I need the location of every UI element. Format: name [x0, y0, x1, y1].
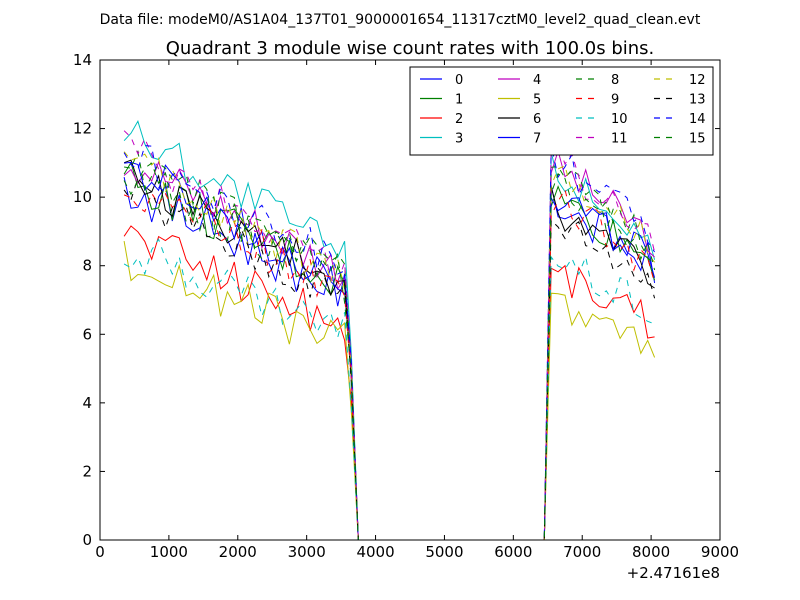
legend-label-0: 0: [455, 73, 463, 88]
legend-label-3: 3: [455, 132, 463, 147]
series-line-7: [124, 161, 656, 540]
legend-label-13: 13: [689, 93, 706, 108]
legend-label-12: 12: [689, 73, 706, 88]
legend-label-7: 7: [533, 132, 541, 147]
series-line-8: [124, 149, 655, 540]
y-tick-label: 4: [82, 394, 92, 412]
chart-title: Quadrant 3 module wise count rates with …: [166, 38, 655, 59]
series-line-10: [123, 238, 655, 540]
series-line-0: [123, 176, 656, 540]
legend-label-8: 8: [611, 73, 619, 88]
series-line-5: [123, 241, 656, 540]
legend-label-5: 5: [533, 93, 541, 108]
x-tick-label: 3000: [288, 543, 326, 561]
legend-label-10: 10: [611, 112, 628, 127]
series-line-15: [123, 162, 656, 540]
series-line-1: [123, 161, 656, 540]
series-line-13: [123, 177, 656, 540]
x-tick-label: 0: [95, 543, 105, 561]
y-tick-label: 10: [73, 188, 92, 206]
series-line-11: [123, 130, 656, 540]
series-layer: [123, 120, 656, 540]
x-tick-label: 5000: [425, 543, 463, 561]
series-line-4: [123, 149, 655, 540]
x-tick-label: 4000: [356, 543, 394, 561]
x-tick-label: 6000: [494, 543, 532, 561]
axes-ticks: 0 1000 2000 3000 4000 5000 6000 7000 8000 9000 0 2 4…: [73, 51, 739, 561]
series-line-14: [123, 145, 656, 540]
x-tick-label: 7000: [563, 543, 601, 561]
series-line-6: [123, 159, 655, 540]
data-file-header: Data file: modeM0/AS1A04_137T01_90000016…: [100, 12, 701, 28]
y-tick-label: 14: [73, 51, 92, 69]
legend-label-15: 15: [689, 132, 706, 147]
legend-label-6: 6: [533, 112, 541, 127]
series-line-12: [123, 151, 655, 540]
series-line-9: [123, 188, 656, 540]
legend-box: [409, 66, 714, 156]
plot-frame: [99, 59, 721, 541]
y-tick-label: 0: [82, 531, 92, 549]
legend-label-11: 11: [611, 132, 628, 147]
y-tick-label: 8: [82, 257, 92, 275]
x-tick-label: 2000: [219, 543, 257, 561]
series-line-3: [123, 120, 656, 540]
x-tick-label: 1000: [150, 543, 188, 561]
series-line-2: [123, 225, 655, 540]
legend-label-9: 9: [611, 93, 619, 108]
legend-label-1: 1: [455, 93, 463, 108]
legend-label-4: 4: [533, 73, 541, 88]
y-tick-label: 6: [82, 325, 92, 343]
x-tick-label: 8000: [632, 543, 670, 561]
x-tick-label: 9000: [701, 543, 739, 561]
legend-label-2: 2: [455, 112, 463, 127]
legend-label-14: 14: [689, 112, 706, 127]
y-tick-label: 12: [73, 120, 92, 138]
y-tick-label: 2: [82, 462, 92, 480]
x-offset-label: +2.47161e8: [627, 564, 720, 582]
